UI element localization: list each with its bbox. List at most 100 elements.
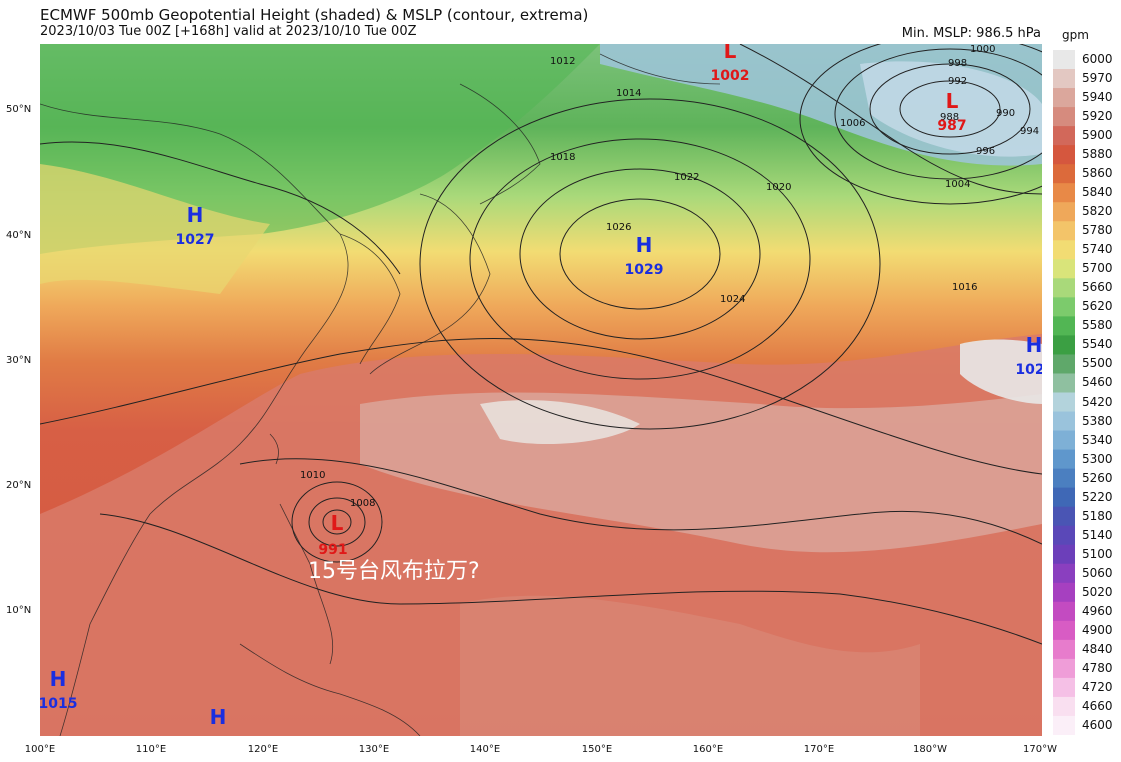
high-value: 1029 <box>625 262 664 278</box>
lon-label: 140°E <box>469 744 501 755</box>
colorbar-swatch <box>1053 544 1075 565</box>
colorbar-level-label: 4660 <box>1082 698 1113 713</box>
colorbar-swatch <box>1053 392 1075 413</box>
colorbar-level-label: 5780 <box>1082 223 1113 238</box>
colorbar-level-label: 5420 <box>1082 394 1113 409</box>
colorbar-swatch <box>1053 430 1075 451</box>
colorbar-swatch <box>1053 107 1075 127</box>
lat-label: 40°N <box>6 230 32 241</box>
lon-label: 110°E <box>135 744 167 755</box>
isobar-label: 990 <box>996 108 1015 119</box>
isobar-label: 1004 <box>945 179 970 190</box>
lat-label: 10°N <box>6 605 32 616</box>
weather-map: 1012 1014 1016 1018 1020 1022 1024 1026 … <box>40 44 1042 736</box>
colorbar-swatch <box>1053 259 1075 279</box>
chart-title: ECMWF 500mb Geopotential Height (shaded)… <box>40 6 589 24</box>
colorbar-level-label: 5580 <box>1082 318 1113 333</box>
colorbar-level-label: 5620 <box>1082 299 1113 314</box>
colorbar-level-label: 4780 <box>1082 660 1113 675</box>
colorbar-swatch <box>1053 221 1075 241</box>
colorbar-level-label: 5020 <box>1082 584 1113 599</box>
colorbar-level-label: 4960 <box>1082 603 1113 618</box>
high-value: 102 <box>1015 362 1042 378</box>
colorbar-swatch <box>1053 126 1075 146</box>
colorbar-swatch <box>1053 316 1075 336</box>
isobar-label: 988 <box>940 112 959 123</box>
isobar-label: 1026 <box>606 222 631 233</box>
high-letter: H <box>1026 333 1042 357</box>
colorbar-swatch <box>1053 620 1075 641</box>
colorbar-level-label: 5940 <box>1082 90 1113 105</box>
colorbar-level-label: 5380 <box>1082 413 1113 428</box>
high-letter: H <box>636 233 653 257</box>
colorbar-level-label: 5880 <box>1082 147 1113 162</box>
isobar-label: 1016 <box>952 282 977 293</box>
colorbar-swatch <box>1053 50 1075 70</box>
colorbar-level-label: 5340 <box>1082 432 1113 447</box>
colorbar-swatch <box>1053 449 1075 470</box>
lon-label: 180°W <box>913 744 947 755</box>
colorbar-swatch <box>1053 69 1075 89</box>
isobar-label: 996 <box>976 146 995 157</box>
colorbar-swatch <box>1053 145 1075 165</box>
colorbar-level-label: 5840 <box>1082 185 1113 200</box>
colorbar-level-label: 5820 <box>1082 204 1113 219</box>
colorbar-level-label: 5970 <box>1082 71 1113 86</box>
lon-label: 160°E <box>692 744 724 755</box>
high-letter: H <box>210 705 227 729</box>
high-letter: H <box>187 203 204 227</box>
colorbar-level-label: 5860 <box>1082 166 1113 181</box>
colorbar-swatch <box>1053 468 1075 489</box>
colorbar-level-label: 4720 <box>1082 679 1113 694</box>
low-value: 991 <box>318 542 347 558</box>
colorbar-level-label: 5140 <box>1082 527 1113 542</box>
lat-label: 50°N <box>6 104 32 115</box>
high-value: 1015 <box>40 696 77 712</box>
lon-label: 100°E <box>24 744 56 755</box>
lat-label: 20°N <box>6 480 32 491</box>
isobar-label: 1014 <box>616 88 641 99</box>
colorbar-level-label: 5060 <box>1082 565 1113 580</box>
isobar-label: 1012 <box>550 56 575 67</box>
colorbar-swatch <box>1053 677 1075 698</box>
colorbar-swatch <box>1053 335 1075 355</box>
colorbar-swatch <box>1053 240 1075 260</box>
colorbar-level-label: 5300 <box>1082 451 1113 466</box>
colorbar-level-label: 6000 <box>1082 52 1113 66</box>
colorbar-level-label: 5660 <box>1082 280 1113 295</box>
isobar-label: 998 <box>948 58 967 69</box>
colorbar-swatch <box>1053 601 1075 622</box>
colorbar-level-label: 5220 <box>1082 489 1113 504</box>
isobar-label: 994 <box>1020 126 1039 137</box>
colorbar-level-label: 5500 <box>1082 356 1113 371</box>
low-value: 987 <box>937 118 966 134</box>
colorbar-swatch <box>1053 278 1075 298</box>
isobar-label: 1000 <box>970 44 995 55</box>
isobar-label: 1006 <box>840 118 865 129</box>
colorbar-swatch <box>1053 487 1075 508</box>
typhoon-annotation: 15号台风布拉万? <box>308 559 480 584</box>
colorbar-swatch <box>1053 525 1075 546</box>
colorbar-swatch <box>1053 183 1075 203</box>
colorbar-level-label: 5460 <box>1082 375 1113 390</box>
colorbar-swatch <box>1053 88 1075 108</box>
colorbar-swatch <box>1053 715 1075 735</box>
colorbar-level-label: 5540 <box>1082 337 1113 352</box>
isobar-label: 1022 <box>674 172 699 183</box>
low-value: 1002 <box>711 68 750 84</box>
low-letter: L <box>331 511 344 535</box>
colorbar-swatch <box>1053 411 1075 432</box>
isobar-label: 1018 <box>550 152 575 163</box>
high-letter: H <box>50 667 67 691</box>
colorbar-swatch <box>1053 658 1075 679</box>
colorbar-level-label: 5900 <box>1082 128 1113 143</box>
colorbar-swatch <box>1053 506 1075 527</box>
colorbar-swatch <box>1053 297 1075 317</box>
lon-label: 120°E <box>247 744 279 755</box>
colorbar-swatch <box>1053 563 1075 584</box>
colorbar-level-label: 4900 <box>1082 622 1113 637</box>
lon-label: 130°E <box>358 744 390 755</box>
high-value: 1027 <box>176 232 215 248</box>
colorbar-level-label: 5700 <box>1082 261 1113 276</box>
colorbar-level-label: 5920 <box>1082 109 1113 124</box>
